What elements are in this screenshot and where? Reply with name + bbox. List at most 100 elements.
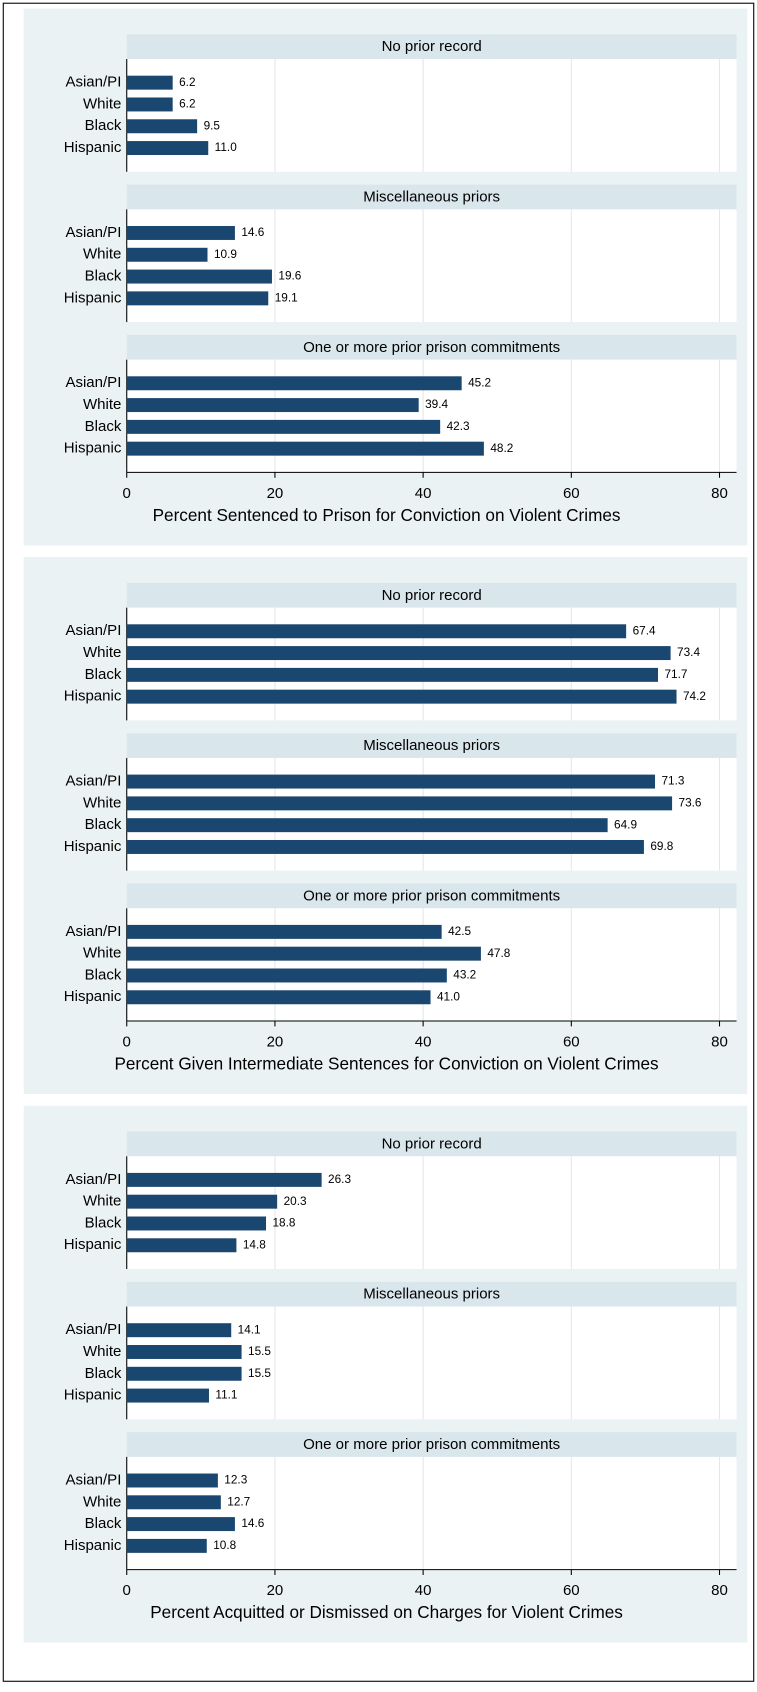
category-label: Black xyxy=(85,268,122,285)
x-tick-label: 80 xyxy=(711,1033,728,1050)
bar xyxy=(126,398,419,413)
value-label: 11.0 xyxy=(215,140,238,154)
panel-header xyxy=(126,34,737,60)
bar xyxy=(126,247,208,262)
x-tick-label: 80 xyxy=(711,485,728,502)
category-label: Black xyxy=(85,418,122,435)
category-label: Black xyxy=(85,966,122,983)
plot-area xyxy=(126,1456,737,1570)
category-label: Asian/PI xyxy=(65,374,121,391)
category-label: Asian/PI xyxy=(65,224,121,241)
value-label: 15.5 xyxy=(248,1344,271,1358)
value-label: 71.7 xyxy=(664,667,687,681)
panel-header xyxy=(126,883,737,909)
category-label: Hispanic xyxy=(64,688,122,705)
category-label: Black xyxy=(85,117,122,134)
bar xyxy=(126,1517,235,1532)
value-label: 43.2 xyxy=(453,968,476,982)
x-tick-label: 0 xyxy=(123,1033,131,1050)
category-label: White xyxy=(83,644,121,661)
value-label: 64.9 xyxy=(614,817,637,831)
x-tick-label: 60 xyxy=(563,485,580,502)
bar xyxy=(126,924,442,939)
category-label: White xyxy=(83,794,121,811)
category-label: White xyxy=(83,396,121,413)
category-label: Hispanic xyxy=(64,838,122,855)
value-label: 14.8 xyxy=(243,1237,266,1251)
bar xyxy=(126,225,235,240)
value-label: 69.8 xyxy=(650,839,673,853)
panel-title: Miscellaneous priors xyxy=(363,189,500,206)
panel-title: No prior record xyxy=(382,587,482,604)
x-tick-label: 0 xyxy=(123,485,131,502)
panel-header xyxy=(126,1131,737,1157)
value-label: 18.8 xyxy=(272,1216,295,1230)
category-label: Asian/PI xyxy=(65,74,121,91)
bar xyxy=(126,1216,267,1231)
value-label: 20.3 xyxy=(284,1194,307,1208)
category-label: Asian/PI xyxy=(65,622,121,639)
bar xyxy=(126,1345,242,1359)
category-label: White xyxy=(83,1193,121,1210)
bar xyxy=(126,796,673,811)
value-label: 10.9 xyxy=(214,247,237,261)
category-label: White xyxy=(83,1343,121,1360)
bar xyxy=(126,990,431,1005)
panel-header xyxy=(126,1432,737,1457)
bar xyxy=(126,119,198,134)
category-label: Hispanic xyxy=(64,988,122,1005)
category-label: Hispanic xyxy=(64,1236,122,1253)
panel-header xyxy=(126,184,737,210)
bar xyxy=(126,75,173,90)
value-label: 14.6 xyxy=(241,225,264,239)
panel-title: Miscellaneous priors xyxy=(363,737,500,754)
bar xyxy=(126,774,656,789)
value-label: 73.6 xyxy=(679,795,702,809)
value-label: 9.5 xyxy=(204,118,221,132)
category-label: Hispanic xyxy=(64,139,122,156)
x-tick-label: 20 xyxy=(267,1582,284,1599)
x-tick-label: 40 xyxy=(415,485,432,502)
value-label: 67.4 xyxy=(633,623,656,637)
bar xyxy=(126,419,441,434)
value-label: 6.2 xyxy=(179,97,195,111)
category-label: Asian/PI xyxy=(65,923,121,940)
value-label: 42.5 xyxy=(448,924,471,938)
value-label: 26.3 xyxy=(328,1172,351,1186)
bar xyxy=(126,839,644,854)
value-label: 10.8 xyxy=(213,1538,236,1552)
bar xyxy=(126,646,671,661)
category-label: White xyxy=(83,246,121,263)
bar xyxy=(126,1323,232,1338)
bar xyxy=(126,376,462,391)
panel-header xyxy=(126,334,737,360)
value-label: 42.3 xyxy=(447,419,470,433)
panel-title: No prior record xyxy=(382,1135,482,1152)
value-label: 19.6 xyxy=(278,269,301,283)
value-label: 39.4 xyxy=(425,397,448,411)
bar xyxy=(126,1538,207,1553)
panel-title: One or more prior prison commitments xyxy=(303,887,560,904)
category-label: Asian/PI xyxy=(65,773,121,790)
x-tick-label: 0 xyxy=(123,1582,131,1599)
bar xyxy=(126,667,659,682)
bar xyxy=(126,97,173,112)
x-tick-label: 60 xyxy=(563,1033,580,1050)
category-label: White xyxy=(83,95,121,112)
x-axis-title: Percent Acquitted or Dismissed on Charge… xyxy=(150,1602,623,1622)
panel-title: No prior record xyxy=(382,38,482,55)
category-label: Hispanic xyxy=(64,289,122,306)
value-label: 47.8 xyxy=(487,946,510,960)
panel-header xyxy=(126,582,737,608)
bar xyxy=(126,1473,218,1488)
bar xyxy=(126,441,484,456)
bar xyxy=(126,946,481,961)
category-label: Black xyxy=(85,1515,122,1532)
bar xyxy=(126,1194,278,1209)
x-tick-label: 60 xyxy=(563,1582,580,1599)
plot-area xyxy=(126,59,737,172)
bar xyxy=(126,141,209,156)
bar xyxy=(126,1238,237,1253)
value-label: 14.1 xyxy=(238,1322,261,1336)
